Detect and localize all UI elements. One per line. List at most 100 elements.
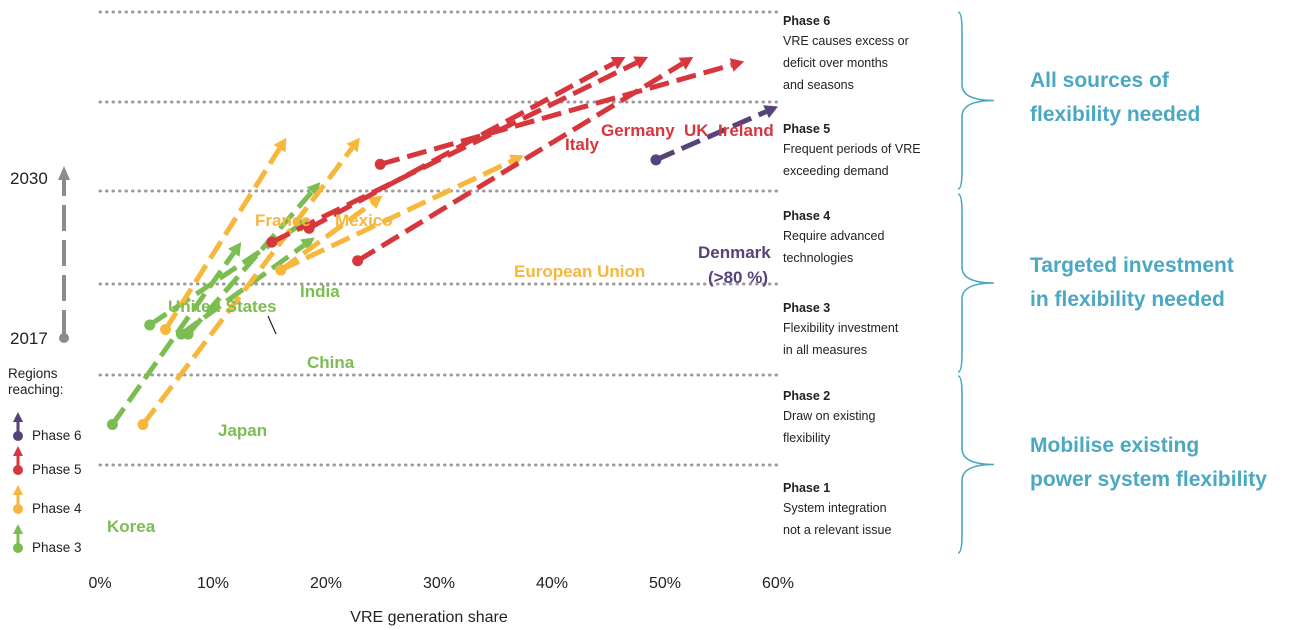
series-label: Korea	[107, 517, 156, 536]
series-label: China	[307, 353, 355, 372]
series-label: UK	[684, 121, 709, 140]
legend-label: Phase 4	[32, 501, 82, 516]
series-line	[654, 109, 768, 163]
series-germany	[266, 56, 649, 248]
series-start-dot	[266, 236, 278, 248]
series-denmark	[650, 105, 778, 166]
series-start-dot	[160, 324, 172, 335]
phase-5-text: Phase 5 Frequent periods of VRE exceedin…	[783, 120, 983, 182]
group-label-targeted-investment: Targeted investment in flexibility neede…	[1030, 254, 1234, 311]
country-series	[106, 56, 778, 430]
time-axis: 2030 2017	[10, 166, 70, 348]
x-axis-label: VRE generation share	[350, 609, 508, 626]
series-line	[279, 158, 514, 273]
time-label-2030: 2030	[10, 169, 48, 188]
time-axis-arrowhead	[58, 166, 70, 180]
phase-6-title: Phase 6	[783, 14, 831, 28]
series-start-dot	[144, 319, 156, 331]
series-label: Germany	[601, 121, 675, 140]
series-start-dot	[137, 419, 149, 430]
series-line	[163, 147, 282, 331]
series-start-dot	[650, 154, 662, 166]
series-label: European Union	[514, 262, 645, 281]
series-label: Denmark	[698, 243, 771, 262]
group-label-all-sources: All sources of flexibility needed	[1030, 69, 1201, 126]
phase-6-text: Phase 6 VRE causes excess or deficit ove…	[783, 12, 983, 96]
series-line	[186, 190, 314, 336]
legend-arrowhead	[13, 485, 23, 495]
phase-2-description: Draw on existing flexibility	[783, 409, 876, 445]
series-label: Italy	[565, 135, 600, 154]
phase-brackets	[957, 11, 995, 554]
time-axis-start-dot	[59, 333, 69, 343]
phase-3-title: Phase 3	[783, 301, 831, 315]
series-start-dot	[275, 264, 287, 276]
x-tick-label: 30%	[423, 575, 455, 592]
x-tick-label: 10%	[197, 575, 229, 592]
series-label: (>80 %)	[708, 268, 768, 287]
legend-label: Phase 6	[32, 428, 82, 443]
series-arrowhead	[509, 154, 524, 168]
legend-entry: Phase 3	[13, 524, 82, 555]
series-label: Japan	[218, 421, 267, 440]
legend-entry: Phase 4	[13, 485, 82, 516]
series-label: India	[300, 282, 340, 301]
legend-arrowhead	[13, 412, 23, 422]
series-start-dot	[182, 328, 194, 340]
legend-entry: Phase 5	[13, 446, 82, 477]
series-start-dot	[374, 158, 386, 170]
phase-2-text: Phase 2 Draw on existing flexibility	[783, 387, 983, 449]
phase-4-description: Require advanced technologies	[783, 229, 885, 265]
phase-4-title: Phase 4	[783, 209, 831, 223]
time-label-2017: 2017	[10, 329, 48, 348]
x-tick-label: 0%	[88, 575, 111, 592]
series-arrowhead	[633, 56, 649, 70]
series-labels: Korea Japan United States India China France M…	[107, 121, 774, 536]
series-start-dot	[352, 255, 364, 267]
series-line	[110, 251, 236, 426]
phase-3-description: Flexibility investment in all measures	[783, 321, 899, 357]
legend-entry: Phase 6	[13, 412, 82, 443]
series-ireland	[374, 58, 745, 170]
series-start-dot	[106, 419, 118, 430]
series-mexico	[137, 137, 360, 430]
phase-4-text: Phase 4 Require advanced technologies	[783, 207, 983, 269]
x-tick-label: 60%	[762, 575, 794, 592]
series-label: Ireland	[718, 121, 774, 140]
legend-arrowhead	[13, 446, 23, 456]
series-arrowhead	[346, 137, 360, 153]
phase-1-text: Phase 1 System integration not a relevan…	[783, 479, 983, 541]
series-line	[270, 60, 638, 245]
series-label: Mexico	[335, 211, 393, 230]
series-uk	[352, 57, 694, 267]
series-arrowhead	[763, 105, 778, 119]
legend: Regions reaching: Phase 6 Phase 5 Phase 4 Pha…	[8, 366, 82, 555]
series-arrowhead	[273, 137, 287, 153]
legend-dot	[13, 543, 23, 553]
series-arrowhead	[729, 58, 745, 72]
phase-1-title: Phase 1	[783, 481, 831, 495]
series-arrowhead	[300, 237, 315, 251]
series-line	[179, 243, 306, 337]
series-arrowhead	[228, 242, 242, 257]
x-tick-label: 20%	[310, 575, 342, 592]
phase-6-description: VRE causes excess or deficit over months…	[783, 34, 909, 92]
legend-dot	[13, 431, 23, 441]
legend-label: Phase 5	[32, 462, 82, 477]
us-leader-line	[267, 315, 277, 335]
legend-dot	[13, 504, 23, 514]
series-arrowhead	[367, 195, 383, 209]
series-label: France	[255, 211, 311, 230]
phase-3-text: Phase 3 Flexibility investment in all me…	[783, 299, 983, 361]
phase-5-title: Phase 5	[783, 122, 831, 136]
legend-dot	[13, 465, 23, 475]
x-tick-label: 40%	[536, 575, 568, 592]
series-line	[279, 201, 374, 273]
phase-2-title: Phase 2	[783, 389, 831, 403]
legend-title: Regions reaching:	[8, 366, 64, 397]
phase-group-bracket	[957, 11, 995, 190]
x-tick-label: 50%	[649, 575, 681, 592]
phase-1-description: System integration not a relevant issue	[783, 501, 892, 537]
series-label: United States	[168, 297, 277, 316]
